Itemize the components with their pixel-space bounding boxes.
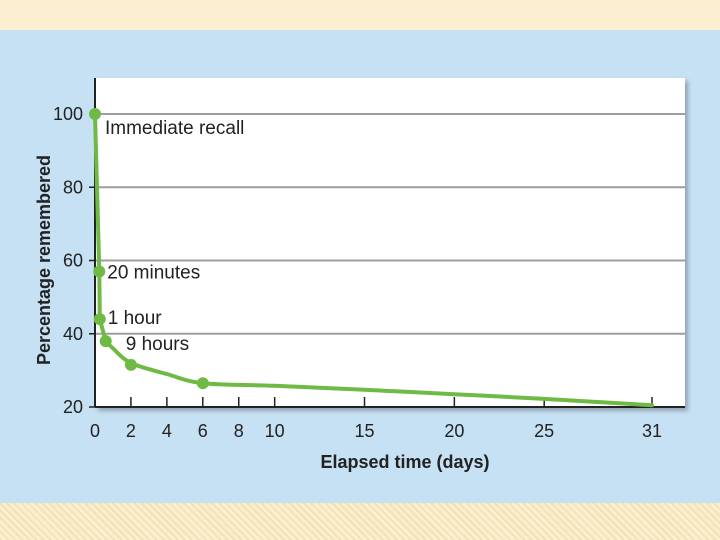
data-point-4 (124, 358, 137, 371)
annotation-1: 20 minutes (107, 262, 200, 283)
x-tick-label-9: 31 (642, 421, 662, 441)
annotation-3: 9 hours (126, 334, 189, 355)
series-line (93, 113, 654, 408)
y-tick-label-3: 80 (63, 177, 83, 197)
annotation-2: 1 hour (108, 308, 163, 329)
data-point-3 (99, 335, 112, 348)
annotations: Immediate recall 20 minutes 1 hour 9 hours (105, 118, 244, 355)
data-point-2 (93, 313, 106, 326)
x-tick-label-7: 20 (444, 421, 464, 441)
x-tick-label-5: 10 (265, 421, 285, 441)
data-point-0 (89, 108, 101, 120)
y-tick-label-0: 20 (63, 397, 83, 417)
series-line-tail (103, 339, 654, 408)
top-band (0, 0, 720, 30)
x-tick-label-8: 25 (534, 421, 554, 441)
y-tick-label-2: 60 (63, 251, 83, 271)
x-tick-label-1: 2 (126, 421, 136, 441)
data-markers (89, 108, 209, 390)
x-tick-label-3: 6 (198, 421, 208, 441)
y-tick-label-4: 100 (53, 104, 83, 124)
x-axis-title: Elapsed time (days) (320, 452, 489, 472)
series-line-early (93, 113, 108, 342)
plot-area (95, 78, 685, 408)
x-tick-label-4: 8 (234, 421, 244, 441)
gridlines (95, 113, 685, 335)
y-tick-label-1: 40 (63, 324, 83, 344)
y-axis-title: Percentage remembered (34, 155, 54, 365)
data-point-5 (196, 377, 209, 390)
x-tick-label-6: 15 (355, 421, 375, 441)
annotation-0: Immediate recall (105, 118, 244, 139)
x-tick-label-2: 4 (162, 421, 172, 441)
bottom-band (0, 503, 720, 540)
x-tick-label-0: 0 (90, 421, 100, 441)
x-ticks: 0 2 4 6 8 10 15 20 25 31 (90, 397, 662, 441)
data-point-1 (93, 265, 106, 278)
y-ticks: 20 40 60 80 100 (53, 104, 95, 417)
